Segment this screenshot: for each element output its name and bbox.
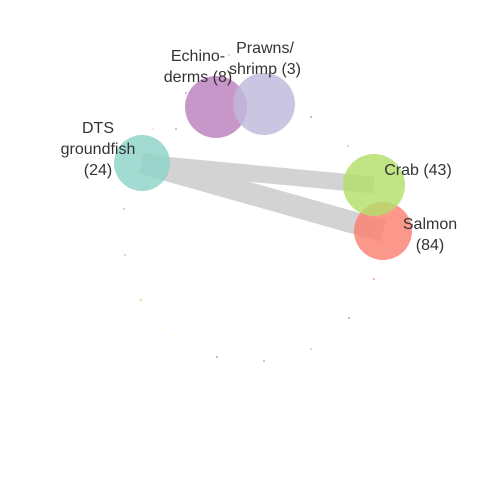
minor-node (124, 254, 126, 256)
node-label-line: derms (8) (164, 69, 232, 86)
minor-node (310, 348, 312, 350)
minor-node (174, 334, 176, 336)
node-label-echinoderms: Echino-derms (8) (164, 48, 232, 86)
minor-node (123, 208, 125, 210)
node-label-line: (84) (416, 237, 444, 254)
node-label-crab: Crab (43) (384, 162, 452, 179)
node-label-line: Salmon (403, 216, 457, 233)
minor-node (373, 278, 375, 280)
minor-node (347, 145, 349, 147)
node-label-line: DTS (82, 120, 114, 137)
minor-node (152, 128, 154, 130)
minor-node (185, 92, 187, 94)
node-prawns-shrimp (233, 73, 295, 135)
minor-node (175, 128, 177, 130)
minor-node (310, 116, 312, 118)
minor-node (140, 299, 142, 301)
node-label-line: Crab (43) (384, 162, 452, 179)
minor-node (216, 356, 218, 358)
node-label-line: (24) (84, 162, 112, 179)
node-label-line: Echino- (171, 48, 225, 65)
node-label-line: groundfish (61, 141, 136, 158)
node-label-prawns-shrimp: Prawns/shrimp (3) (229, 40, 301, 78)
node-label-line: Prawns/ (236, 40, 294, 57)
minor-node (348, 317, 350, 319)
minor-node (263, 360, 265, 362)
node-label-line: shrimp (3) (229, 61, 301, 78)
minor-node (228, 54, 230, 56)
